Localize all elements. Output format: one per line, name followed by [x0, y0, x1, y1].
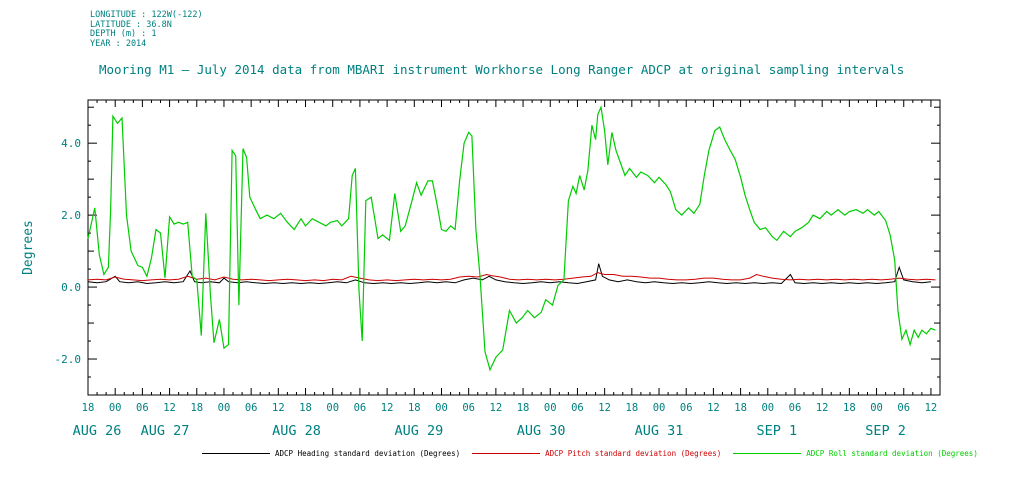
x-date-label: AUG 28	[272, 423, 321, 439]
pitch-series-line	[87, 272, 936, 282]
svg-text:18: 18	[408, 402, 421, 414]
y-axis-label: Degrees	[21, 220, 36, 275]
svg-text:06: 06	[897, 402, 910, 414]
depth-label: DEPTH (m) : 1	[90, 29, 157, 39]
svg-text:18: 18	[517, 402, 530, 414]
svg-text:00: 00	[544, 402, 557, 414]
svg-text:00: 00	[109, 402, 122, 414]
legend-label-pitch: ADCP Pitch standard deviation (Degrees)	[545, 449, 722, 458]
heading-series-line	[87, 263, 931, 285]
roll-series-line	[87, 105, 936, 372]
svg-text:06: 06	[789, 402, 802, 414]
chart-title: Mooring M1 — July 2014 data from MBARI i…	[99, 62, 905, 77]
x-date-label: SEP 2	[865, 423, 906, 439]
svg-text:06: 06	[245, 402, 258, 414]
svg-text:06: 06	[462, 402, 475, 414]
x-date-label: AUG 26	[73, 423, 122, 439]
plot-frame	[87, 99, 941, 396]
svg-text:12: 12	[272, 402, 285, 414]
svg-text:18: 18	[734, 402, 747, 414]
longitude-label: LONGITUDE : 122W(-122)	[90, 10, 203, 20]
x-date-label: SEP 1	[757, 423, 798, 439]
svg-text:18: 18	[843, 402, 856, 414]
svg-text:00: 00	[218, 402, 231, 414]
heading-line-swatch	[202, 453, 270, 454]
svg-text:12: 12	[490, 402, 503, 414]
x-date-label: AUG 27	[141, 423, 190, 439]
x-date-label: AUG 30	[517, 423, 566, 439]
svg-text:4.0: 4.0	[61, 137, 81, 150]
svg-text:0.0: 0.0	[61, 281, 81, 294]
svg-text:06: 06	[680, 402, 693, 414]
x-date-label: AUG 29	[394, 423, 443, 439]
svg-text:00: 00	[653, 402, 666, 414]
legend-entry-pitch: ADCP Pitch standard deviation (Degrees)	[472, 449, 721, 458]
meta-block: LONGITUDE : 122W(-122) LATITUDE : 36.8N …	[90, 10, 203, 49]
x-date-label: AUG 31	[635, 423, 684, 439]
svg-text:18: 18	[299, 402, 312, 414]
svg-text:12: 12	[707, 402, 720, 414]
svg-text:18: 18	[626, 402, 639, 414]
svg-text:12: 12	[381, 402, 394, 414]
svg-text:06: 06	[354, 402, 367, 414]
svg-text:2.0: 2.0	[61, 209, 81, 222]
svg-text:06: 06	[571, 402, 584, 414]
legend-entry-roll: ADCP Roll standard deviation (Degrees)	[733, 449, 978, 458]
svg-text:06: 06	[136, 402, 149, 414]
legend-label-heading: ADCP Heading standard deviation (Degrees…	[275, 449, 461, 458]
svg-text:12: 12	[598, 402, 611, 414]
roll-line-swatch	[733, 453, 802, 454]
legend-entry-heading: ADCP Heading standard deviation (Degrees…	[202, 449, 460, 458]
latitude-label: LATITUDE : 36.8N	[90, 19, 172, 30]
svg-text:12: 12	[163, 402, 176, 414]
svg-text:18: 18	[190, 402, 203, 414]
svg-text:00: 00	[761, 402, 774, 414]
svg-text:18: 18	[82, 402, 95, 414]
legend-label-roll: ADCP Roll standard deviation (Degrees)	[806, 449, 978, 458]
svg-text:-2.0: -2.0	[55, 353, 82, 366]
svg-text:00: 00	[870, 402, 883, 414]
svg-text:12: 12	[925, 402, 938, 414]
svg-text:00: 00	[326, 402, 339, 414]
svg-text:12: 12	[816, 402, 829, 414]
year-label: YEAR : 2014	[90, 38, 147, 49]
svg-text:00: 00	[435, 402, 448, 414]
pitch-line-swatch	[472, 453, 541, 454]
legend: ADCP Heading standard deviation (Degrees…	[202, 449, 978, 458]
